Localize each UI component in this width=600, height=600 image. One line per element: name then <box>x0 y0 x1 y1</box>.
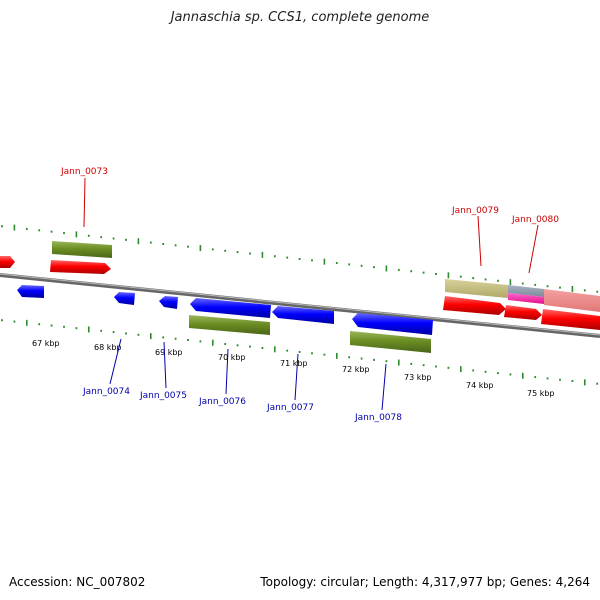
gene-feature <box>544 289 600 312</box>
gene-label-jann-0073[interactable]: Jann_0073 <box>60 167 108 177</box>
kbp-label: 75 kbp <box>527 389 555 398</box>
cds-feature-jann-0075 <box>159 296 178 309</box>
gene-feature-jann-0078 <box>350 331 431 353</box>
cds-feature-jann-0078 <box>352 313 433 335</box>
gene-label-jann-0079[interactable]: Jann_0079 <box>451 206 499 216</box>
cds-feature-jann-0074-b <box>114 292 135 305</box>
cds-feature-jann-0074-a <box>17 285 44 298</box>
gene-label-jann-0075[interactable]: Jann_0075 <box>139 391 187 401</box>
genome-info-text: Topology: circular; Length: 4,317,977 bp… <box>260 575 590 589</box>
gene-feature-jann-0073 <box>52 241 112 258</box>
gene-label-jann-0076[interactable]: Jann_0076 <box>198 397 246 407</box>
gene-track-reverse <box>189 315 431 353</box>
kbp-labels: 67 kbp 68 kbp 69 kbp 70 kbp 71 kbp 72 kb… <box>32 339 555 398</box>
genome-backbone <box>0 273 600 338</box>
cds-feature-jann-0076 <box>190 298 271 318</box>
cds-feature-jann-0077 <box>272 306 334 324</box>
kbp-label: 70 kbp <box>218 353 246 362</box>
tick-track-bottom <box>1 319 599 386</box>
callout-lines <box>83 177 539 411</box>
gene-label-jann-0078[interactable]: Jann_0078 <box>354 413 402 423</box>
reverse-cds-track <box>17 285 433 335</box>
gene-label-jann-0080[interactable]: Jann_0080 <box>511 215 559 225</box>
gene-track-forward <box>52 241 600 312</box>
accession-text: Accession: NC_007802 <box>9 575 146 589</box>
kbp-label: 69 kbp <box>155 348 183 357</box>
gene-label-jann-0077[interactable]: Jann_0077 <box>266 403 314 413</box>
cds-feature-jann-0080 <box>504 305 542 320</box>
cds-feature-jann-0073 <box>50 260 111 274</box>
gene-label-jann-0074[interactable]: Jann_0074 <box>82 387 130 397</box>
map-title: Jannaschia sp. CCS1, complete genome <box>170 10 430 25</box>
cds-feature-jann-0079 <box>443 296 506 315</box>
kbp-label: 71 kbp <box>280 359 308 368</box>
gene-labels: Jann_0073 Jann_0079 Jann_0080 Jann_0074 … <box>60 167 559 423</box>
cds-feature <box>0 256 15 268</box>
tick-track-top <box>1 224 599 293</box>
kbp-label: 74 kbp <box>466 381 494 390</box>
cds-feature <box>541 309 600 330</box>
gene-feature-jann-0079 <box>445 279 508 298</box>
misc-feature <box>508 293 544 304</box>
gene-feature-jann-0076 <box>189 315 270 335</box>
kbp-label: 68 kbp <box>94 343 122 352</box>
kbp-label: 73 kbp <box>404 373 432 382</box>
forward-cds-track <box>0 256 600 330</box>
kbp-label: 72 kbp <box>342 365 370 374</box>
kbp-label: 67 kbp <box>32 339 60 348</box>
